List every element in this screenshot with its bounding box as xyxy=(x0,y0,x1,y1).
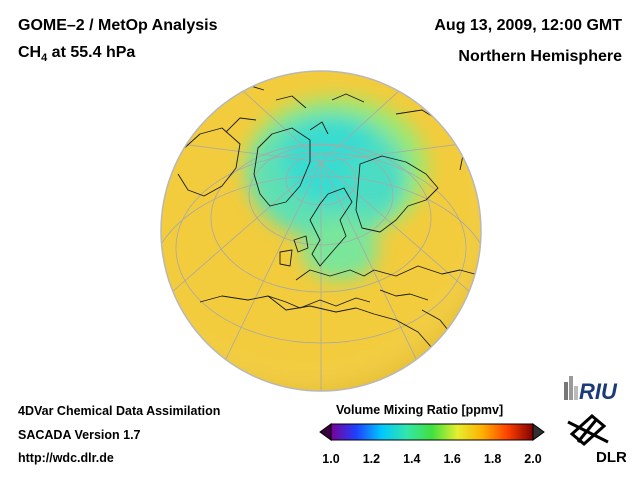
species-subscript: 4 xyxy=(41,52,48,65)
colorbar-high-arrow xyxy=(532,423,545,441)
pressure-level: at 55.4 hPa xyxy=(47,44,136,61)
footer-version-label: SACADA Version 1.7 xyxy=(18,428,141,442)
colorbar xyxy=(319,423,545,441)
riu-logo-text: RIU xyxy=(579,379,618,404)
datetime-label: Aug 13, 2009, 12:00 GMT xyxy=(434,17,622,34)
colorbar-low-arrow xyxy=(319,423,332,441)
species-prefix: CH xyxy=(18,44,42,61)
region-label: Northern Hemisphere xyxy=(458,48,622,65)
colorbar-tick-label: 1.4 xyxy=(403,452,421,466)
colorbar-gradient xyxy=(330,423,534,441)
map-title: GOME–2 / MetOp Analysis xyxy=(18,17,218,34)
species-level-label: CH4 at 55.4 hPa xyxy=(18,44,135,64)
colorbar-title: Volume Mixing Ratio [ppmv] xyxy=(336,403,504,417)
globe-map xyxy=(160,70,482,392)
colorbar-tick-label: 1.0 xyxy=(322,452,340,466)
riu-logo-bar xyxy=(569,376,573,400)
globe-outline xyxy=(160,70,482,392)
riu-logo-bar xyxy=(574,386,578,400)
footer-assimilation-label: 4DVar Chemical Data Assimilation xyxy=(18,404,221,418)
colorbar-tick-label: 2.0 xyxy=(524,452,542,466)
colorbar-tick-label: 1.2 xyxy=(362,452,381,466)
dlr-logo: DLR xyxy=(567,414,626,466)
colorbar-tick-label: 1.8 xyxy=(483,452,502,466)
footer-url-link[interactable]: http://wdc.dlr.de xyxy=(18,451,114,465)
dlr-logo-text: DLR xyxy=(596,449,626,466)
riu-logo-bar xyxy=(564,382,568,400)
colorbar-tick-label: 1.6 xyxy=(443,452,461,466)
riu-logo: RIU xyxy=(564,376,618,404)
